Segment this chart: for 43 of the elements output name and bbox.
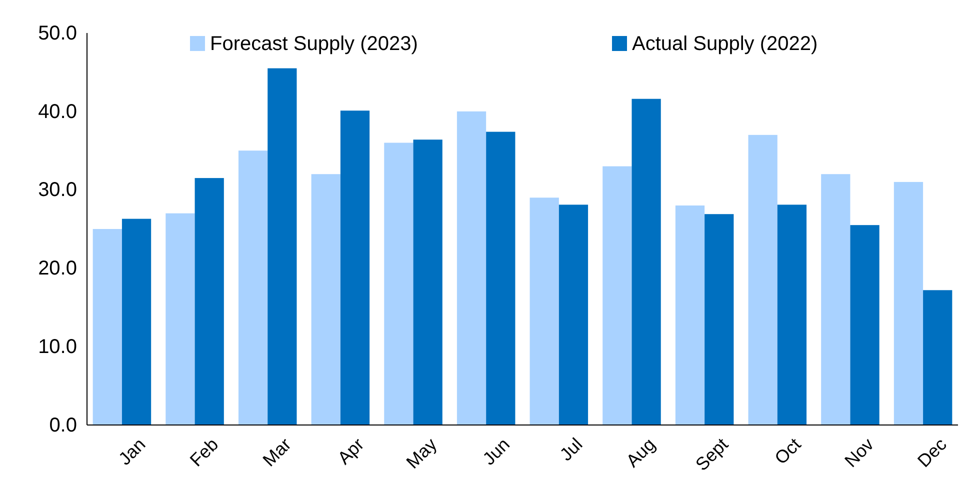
bar (486, 132, 516, 425)
y-tick-label: 20.0 (38, 258, 77, 280)
x-tick-label: Nov (840, 434, 878, 472)
bar (456, 111, 486, 425)
bar (558, 204, 588, 425)
x-tick-label: Jun (478, 434, 514, 469)
x-tick-label: Dec (914, 434, 950, 472)
y-tick-label: 40.0 (38, 100, 77, 123)
bar (92, 229, 122, 425)
bar (821, 174, 850, 425)
y-tick-label: 0.0 (49, 414, 77, 436)
bar (923, 290, 952, 425)
bar (311, 174, 340, 425)
legend-label: Forecast Supply (2023) (210, 33, 418, 55)
x-tick-label: Aug (622, 434, 660, 472)
y-tick-label: 10.0 (38, 336, 77, 358)
bar (602, 166, 632, 425)
bar (194, 178, 224, 425)
legend-label: Actual Supply (2022) (632, 33, 818, 55)
y-tick-label: 30.0 (38, 179, 77, 202)
bar (748, 134, 778, 425)
y-tick-label: 50.0 (38, 22, 77, 44)
bar (166, 213, 195, 425)
bar (384, 142, 414, 425)
x-tick-label: Feb (186, 434, 222, 470)
bar (268, 68, 297, 425)
bar (850, 225, 880, 425)
x-tick-label: May (402, 434, 441, 472)
x-tick-label: Jan (114, 434, 150, 469)
bar (238, 150, 268, 425)
x-tick-label: Jul (556, 434, 586, 465)
bar (777, 204, 807, 425)
bar (632, 98, 661, 425)
x-tick-label: Oct (770, 434, 805, 468)
bar (894, 182, 924, 425)
bar (530, 198, 559, 425)
bar (675, 205, 705, 425)
bar (122, 218, 152, 425)
bar (340, 110, 370, 425)
bar (413, 140, 442, 425)
bar (704, 214, 734, 425)
x-tick-label: Mar (258, 434, 296, 470)
x-tick-label: Apr (334, 434, 368, 468)
